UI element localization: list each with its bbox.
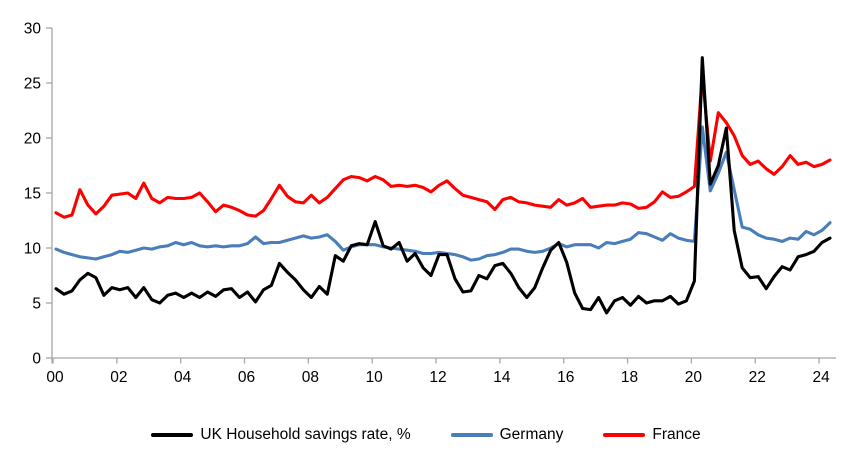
legend-label-germany: Germany [499, 426, 564, 443]
x-tick-label: 22 [749, 369, 766, 386]
x-tick-label: 08 [302, 369, 319, 386]
chart-plot-area: 0 5 10 15 20 25 30 00 02 04 06 08 10 12 14 16 18 20 22 24 [24, 21, 836, 386]
y-tick-label: 5 [32, 296, 41, 313]
legend-item-germany: Germany [450, 426, 564, 444]
x-tick-label: 00 [46, 369, 64, 386]
x-tick-label: 04 [174, 369, 192, 386]
legend-line-sample-uk [151, 433, 194, 437]
legend-label-france: France [652, 426, 701, 443]
x-tick-label: 24 [812, 369, 830, 386]
x-tick-label: 16 [557, 369, 574, 386]
legend-item-france: France [603, 426, 701, 444]
x-tick-label: 14 [493, 369, 511, 386]
y-tick-label: 20 [24, 131, 42, 148]
y-tick-label: 25 [24, 76, 41, 93]
x-tick-label: 10 [366, 369, 384, 386]
y-tick-label: 15 [24, 186, 41, 203]
legend-item-uk: UK Household savings rate, % [151, 426, 411, 444]
x-tick-label: 20 [685, 369, 703, 386]
x-tick-label: 02 [110, 369, 127, 386]
y-tick-label: 30 [24, 21, 42, 38]
series-line-germany [54, 125, 832, 262]
chart-legend: UK Household savings rate, % Germany Fra… [0, 426, 852, 444]
y-tick-label: 10 [24, 241, 42, 258]
series-line-uk [54, 56, 832, 315]
y-tick-label: 0 [32, 351, 41, 368]
legend-label-uk: UK Household savings rate, % [200, 426, 411, 443]
legend-line-sample-france [603, 433, 646, 437]
x-tick-label: 06 [238, 369, 255, 386]
x-tick-label: 12 [429, 369, 446, 386]
legend-line-sample-germany [450, 433, 493, 437]
x-tick-label: 18 [621, 369, 638, 386]
series-line-france [54, 72, 832, 219]
